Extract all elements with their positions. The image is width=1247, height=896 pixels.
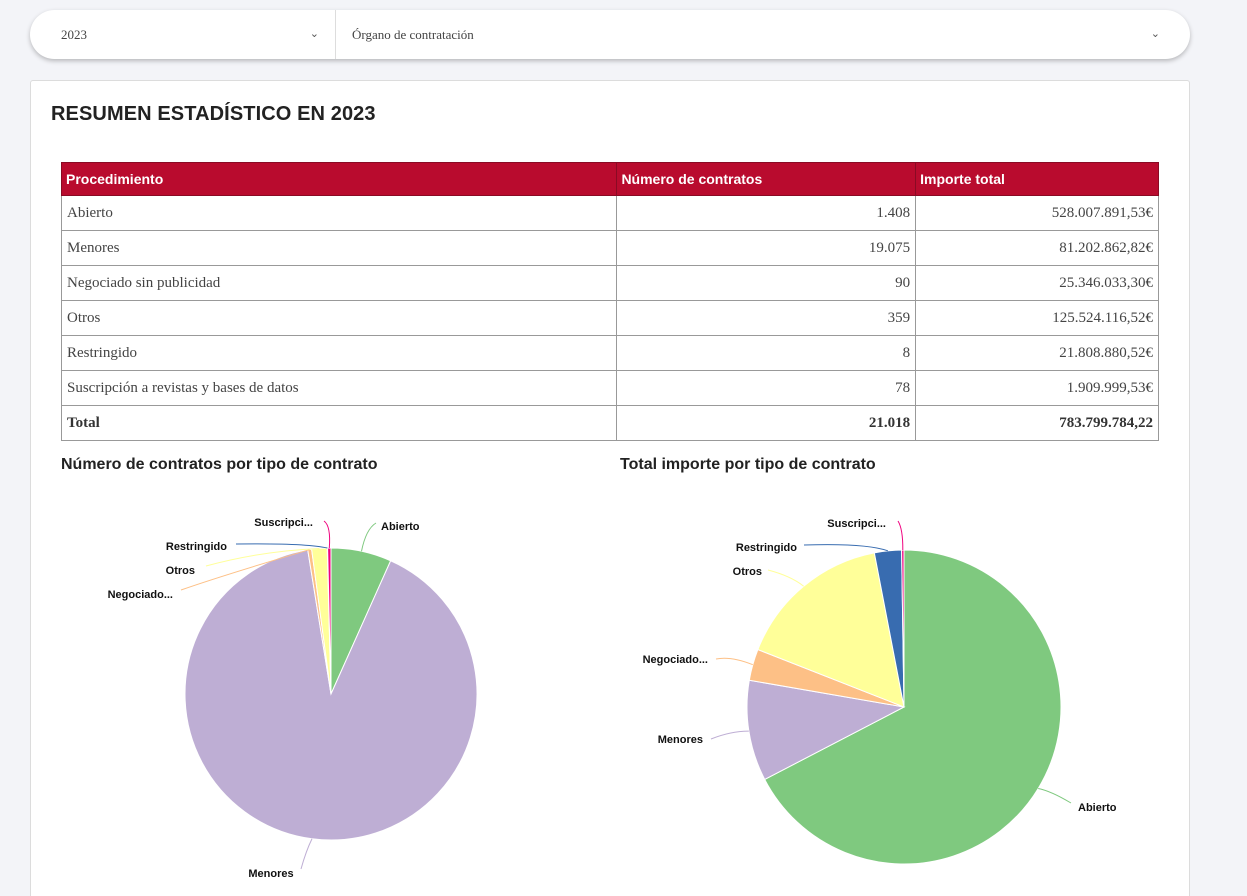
organ-select[interactable]: Órgano de contratación ⌄: [336, 10, 1190, 59]
cell-contratos: 1.408: [616, 195, 917, 231]
cell-contratos: 78: [616, 370, 917, 406]
chevron-down-icon: ⌄: [1150, 28, 1160, 40]
cell-total-contratos: 21.018: [616, 405, 917, 441]
table-row: Restringido 8 21.808.880,52€: [60, 335, 1159, 371]
pie-label-otros: Otros: [166, 565, 195, 577]
pie-leader-line: [235, 543, 328, 549]
pie-slice-suscripcion[interactable]: [327, 547, 332, 695]
pie-label-menores: Menores: [658, 734, 703, 746]
column-header: Número de contratos: [616, 162, 917, 196]
pie-leader-line: [897, 520, 904, 551]
pie-label-otros: Otros: [733, 566, 762, 578]
table-row: Suscripción a revistas y bases de datos …: [60, 370, 1159, 406]
pie-label-abierto: Abierto: [1078, 802, 1117, 814]
cell-importe: 25.346.033,30€: [915, 265, 1159, 301]
table-total-row: Total 21.018 783.799.784,22: [60, 405, 1159, 441]
pie-chart-contratos: Abierto Menores Negociado... Otros Restringi…: [108, 517, 478, 880]
chart-title-importe: Total importe por tipo de contrato: [620, 456, 876, 473]
organ-select-placeholder: Órgano de contratación: [352, 26, 474, 42]
table-row: Negociado sin publicidad 90 25.346.033,3…: [60, 265, 1159, 301]
cell-total-label: Total: [60, 405, 618, 441]
chevron-down-icon: ⌄: [309, 28, 319, 40]
chart-title-contratos: Número de contratos por tipo de contrato: [61, 456, 378, 473]
cell-contratos: 90: [616, 265, 917, 301]
pie-leader-line: [803, 544, 889, 552]
filter-bar: 2023 ⌄ Órgano de contratación ⌄: [30, 10, 1190, 59]
pie-label-suscripcion: Suscripci...: [254, 517, 313, 529]
table-row: Menores 19.075 81.202.862,82€: [60, 230, 1159, 266]
table-header-row: Procedimiento Número de contratos Import…: [60, 162, 1159, 196]
cell-importe: 528.007.891,53€: [915, 195, 1159, 231]
cell-contratos: 359: [616, 300, 917, 336]
summary-card: RESUMEN ESTADÍSTICO EN 2023 Procedimient…: [30, 80, 1190, 896]
pie-leader-line: [300, 838, 313, 870]
summary-table: Procedimiento Número de contratos Import…: [60, 162, 1159, 441]
pie-label-suscripcion: Suscripci...: [827, 518, 886, 530]
pie-leader-line: [323, 520, 331, 549]
pie-label-negociado: Negociado...: [108, 589, 173, 601]
table-row: Abierto 1.408 528.007.891,53€: [60, 195, 1159, 231]
cell-importe: 1.909.999,53€: [915, 370, 1159, 406]
pie-leader-line: [180, 549, 310, 591]
pie-chart-importe: Abierto Menores Negociado... Otros Restringi…: [643, 518, 1117, 865]
pie-leader-line: [767, 569, 804, 587]
pie-leader-line: [205, 547, 320, 567]
pie-leader-line: [715, 657, 753, 666]
pie-leader-line: [1038, 787, 1072, 804]
pie-leader-line: [710, 730, 749, 740]
cell-procedimiento: Suscripción a revistas y bases de datos: [60, 370, 618, 406]
year-select[interactable]: 2023 ⌄: [30, 10, 336, 59]
pie-label-abierto: Abierto: [381, 521, 420, 533]
column-header: Importe total: [915, 162, 1159, 196]
pie-label-restringido: Restringido: [166, 541, 227, 553]
pie-label-restringido: Restringido: [736, 542, 797, 554]
year-select-value: 2023: [61, 26, 87, 42]
cell-procedimiento: Restringido: [60, 335, 618, 371]
pie-slice-menores[interactable]: [184, 549, 478, 841]
pie-label-menores: Menores: [248, 868, 293, 880]
page-title: RESUMEN ESTADÍSTICO EN 2023: [51, 103, 376, 125]
pie-label-negociado: Negociado...: [643, 654, 708, 666]
cell-total-importe: 783.799.784,22: [915, 405, 1159, 441]
cell-contratos: 8: [616, 335, 917, 371]
pie-leader-line: [361, 522, 377, 552]
